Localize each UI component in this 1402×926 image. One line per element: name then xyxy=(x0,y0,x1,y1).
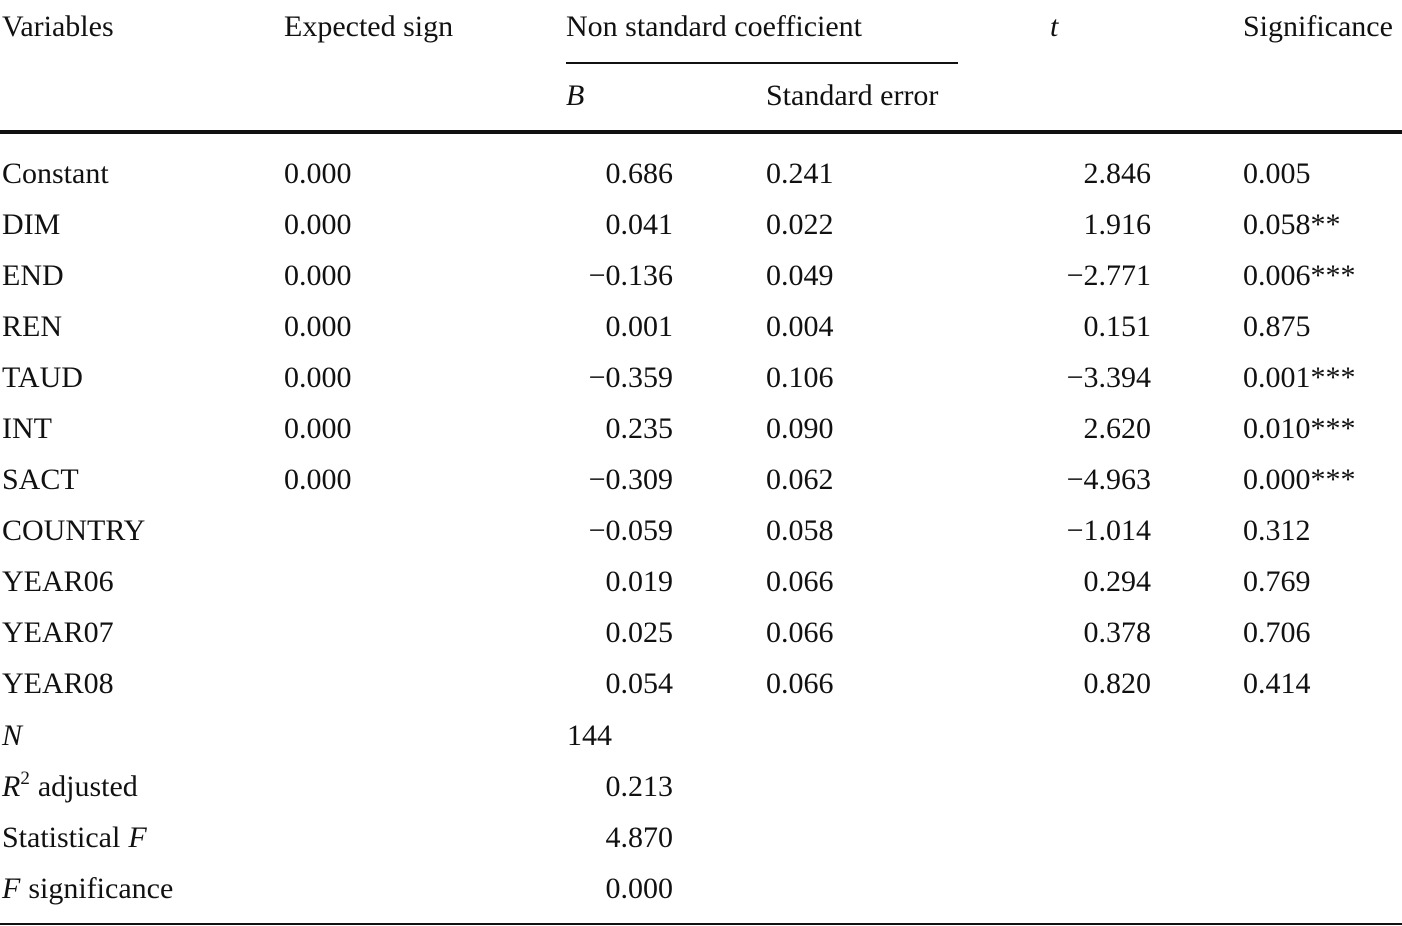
variable: SACT xyxy=(2,463,79,496)
header-b: B xyxy=(566,79,585,112)
rule xyxy=(0,130,1402,134)
standard-error: 0.241 xyxy=(766,157,834,190)
coefficient-b: 0.235 xyxy=(605,412,674,445)
expected-sign: 0.000 xyxy=(284,208,352,241)
coefficient-b: −0.309 xyxy=(588,463,673,496)
standard-error: 0.058 xyxy=(766,514,834,547)
t-value: 0.820 xyxy=(1083,667,1152,700)
significance: 0.058** xyxy=(1243,208,1341,241)
variable: TAUD xyxy=(2,361,83,394)
standard-error: 0.106 xyxy=(766,361,834,394)
expected-sign: 0.000 xyxy=(284,412,352,445)
header-standard-error: Standard error xyxy=(766,79,939,112)
standard-error: 0.004 xyxy=(766,310,834,343)
significance: 0.706 xyxy=(1243,616,1311,649)
variable: DIM xyxy=(2,208,61,241)
header-significance: Significance xyxy=(1243,10,1393,43)
variable: YEAR08 xyxy=(2,667,114,700)
t-value: 0.294 xyxy=(1083,565,1152,598)
t-value: 2.620 xyxy=(1083,412,1152,445)
variable: Constant xyxy=(2,157,109,190)
t-value: 0.378 xyxy=(1083,616,1152,649)
significance: 0.769 xyxy=(1243,565,1311,598)
t-value: −4.963 xyxy=(1066,463,1151,496)
stat-label: R2 adjusted xyxy=(2,769,138,805)
coefficient-b: 0.001 xyxy=(605,310,674,343)
t-value: 1.916 xyxy=(1083,208,1152,241)
stat-label: Statistical F xyxy=(2,820,147,856)
label-text: significance xyxy=(28,872,174,905)
significance: 0.005 xyxy=(1243,157,1311,190)
stat-label: N xyxy=(2,718,22,754)
significance: 0.312 xyxy=(1243,514,1311,547)
coefficient-b: 0.025 xyxy=(605,616,674,649)
expected-sign: 0.000 xyxy=(284,310,352,343)
significance: 0.875 xyxy=(1243,310,1311,343)
t-value: −1.014 xyxy=(1066,514,1151,547)
header-coefficient: Non standard coefficient xyxy=(566,10,863,43)
superscript: 2 xyxy=(20,768,30,789)
header-variables: Variables xyxy=(2,10,114,43)
variable: REN xyxy=(2,310,62,343)
stat-value: 0.213 xyxy=(605,770,674,803)
coefficient-b: 0.054 xyxy=(605,667,674,700)
expected-sign: 0.000 xyxy=(284,259,352,292)
symbol: N xyxy=(2,719,23,752)
expected-sign: 0.000 xyxy=(284,361,352,394)
significance: 0.010*** xyxy=(1243,412,1356,445)
variable: YEAR07 xyxy=(2,616,114,649)
coefficient-b: 0.686 xyxy=(605,157,674,190)
coefficient-b: −0.059 xyxy=(588,514,673,547)
coefficient-b: 0.019 xyxy=(605,565,674,598)
t-value: 2.846 xyxy=(1083,157,1152,190)
variable: END xyxy=(2,259,64,292)
variable: INT xyxy=(2,412,52,445)
standard-error: 0.049 xyxy=(766,259,834,292)
standard-error: 0.062 xyxy=(766,463,834,496)
variable: COUNTRY xyxy=(2,514,146,547)
variable: YEAR06 xyxy=(2,565,114,598)
symbol: F xyxy=(128,821,147,854)
rule xyxy=(566,62,958,64)
stat-value: 4.870 xyxy=(605,821,674,854)
standard-error: 0.090 xyxy=(766,412,834,445)
coefficient-b: −0.359 xyxy=(588,361,673,394)
significance: 0.414 xyxy=(1243,667,1311,700)
standard-error: 0.022 xyxy=(766,208,834,241)
t-value: −2.771 xyxy=(1066,259,1151,292)
stat-value: 144 xyxy=(567,719,612,752)
standard-error: 0.066 xyxy=(766,565,834,598)
expected-sign: 0.000 xyxy=(284,157,352,190)
symbol: R xyxy=(2,770,21,803)
label-text: Statistical xyxy=(2,821,121,854)
significance: 0.001*** xyxy=(1243,361,1356,394)
header-t: t xyxy=(1050,10,1059,43)
significance: 0.000*** xyxy=(1243,463,1356,496)
symbol: F xyxy=(2,872,21,905)
label-text: adjusted xyxy=(37,770,138,803)
coefficient-b: 0.041 xyxy=(605,208,674,241)
standard-error: 0.066 xyxy=(766,667,834,700)
expected-sign: 0.000 xyxy=(284,463,352,496)
t-value: 0.151 xyxy=(1083,310,1152,343)
stat-value: 0.000 xyxy=(605,872,674,905)
coefficient-b: −0.136 xyxy=(588,259,673,292)
t-value: −3.394 xyxy=(1066,361,1151,394)
rule xyxy=(0,923,1402,925)
standard-error: 0.066 xyxy=(766,616,834,649)
header-expected-sign: Expected sign xyxy=(284,10,454,43)
significance: 0.006*** xyxy=(1243,259,1356,292)
